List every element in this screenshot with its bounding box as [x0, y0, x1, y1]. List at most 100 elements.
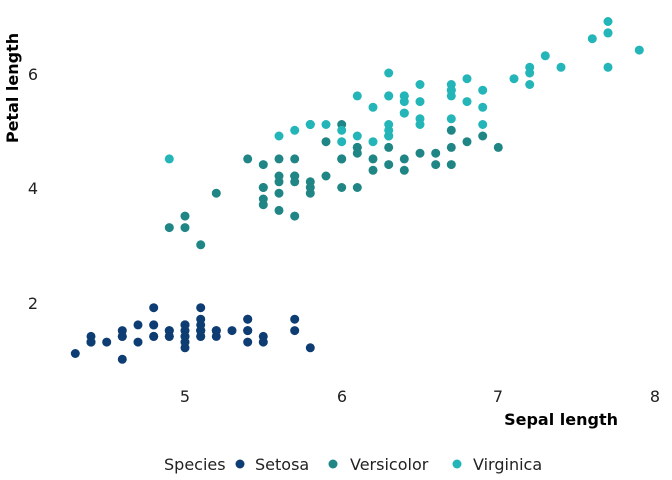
point-virginica	[337, 125, 347, 135]
point-setosa	[117, 331, 127, 341]
y-axis-title: Petal length	[3, 33, 22, 143]
point-virginica	[478, 102, 488, 112]
point-versicolor	[321, 137, 331, 147]
point-virginica	[352, 91, 362, 101]
point-virginica	[634, 45, 644, 55]
point-virginica	[384, 68, 394, 78]
point-versicolor	[196, 240, 206, 250]
point-versicolor	[431, 160, 441, 170]
point-virginica	[384, 91, 394, 101]
point-setosa	[102, 337, 112, 347]
y-tick-label: 4	[28, 179, 38, 198]
point-setosa	[243, 326, 253, 336]
point-versicolor	[274, 188, 284, 198]
x-tick-label: 6	[337, 387, 347, 406]
point-virginica	[274, 131, 284, 141]
x-tick-label: 8	[650, 387, 660, 406]
point-setosa	[196, 303, 206, 313]
legend-marker-virginica	[452, 459, 462, 469]
point-virginica	[164, 154, 174, 164]
point-virginica	[587, 34, 597, 44]
point-setosa	[164, 331, 174, 341]
point-versicolor	[180, 223, 190, 233]
point-versicolor	[337, 183, 347, 192]
point-versicolor	[180, 211, 190, 221]
point-versicolor	[211, 188, 221, 198]
point-virginica	[368, 102, 378, 112]
point-versicolor	[446, 142, 456, 152]
point-versicolor	[274, 205, 284, 215]
point-setosa	[290, 326, 300, 336]
point-versicolor	[337, 154, 347, 164]
point-setosa	[133, 320, 143, 330]
point-virginica	[462, 97, 472, 107]
x-axis-title: Sepal length	[504, 410, 618, 429]
point-virginica	[509, 74, 519, 84]
point-virginica	[321, 120, 331, 129]
point-versicolor	[368, 165, 378, 175]
point-setosa	[243, 314, 253, 324]
point-setosa	[133, 337, 143, 347]
point-virginica	[384, 125, 394, 135]
point-virginica	[478, 85, 488, 95]
point-versicolor	[258, 160, 268, 170]
point-virginica	[446, 85, 456, 95]
x-tick-label: 5	[180, 387, 190, 406]
point-virginica	[478, 120, 488, 129]
point-versicolor	[258, 200, 268, 210]
point-virginica	[446, 114, 456, 124]
x-tick-label: 7	[493, 387, 503, 406]
point-virginica	[525, 80, 535, 89]
point-setosa	[258, 337, 268, 347]
point-virginica	[352, 131, 362, 141]
plot-area	[70, 17, 644, 364]
legend-label-versicolor: Versicolor	[350, 455, 429, 474]
point-virginica	[556, 62, 566, 72]
point-versicolor	[274, 154, 284, 164]
point-setosa	[196, 320, 206, 330]
legend-marker-setosa	[235, 459, 245, 469]
point-setosa	[211, 326, 221, 336]
point-virginica	[603, 17, 613, 26]
point-versicolor	[493, 142, 503, 152]
point-versicolor	[164, 223, 174, 233]
point-setosa	[117, 354, 127, 364]
point-virginica	[399, 108, 409, 118]
point-virginica	[337, 137, 347, 147]
point-versicolor	[446, 160, 456, 170]
point-setosa	[227, 326, 237, 336]
point-versicolor	[399, 154, 409, 164]
point-setosa	[149, 320, 159, 330]
point-setosa	[243, 337, 253, 347]
point-versicolor	[384, 142, 394, 152]
point-versicolor	[274, 171, 284, 181]
point-versicolor	[478, 131, 488, 141]
point-virginica	[462, 74, 472, 84]
point-versicolor	[415, 148, 425, 158]
point-setosa	[70, 349, 80, 358]
point-versicolor	[290, 177, 300, 187]
point-virginica	[540, 51, 550, 61]
point-versicolor	[399, 165, 409, 175]
y-tick-label: 2	[28, 294, 38, 313]
point-versicolor	[352, 183, 362, 192]
legend-marker-versicolor	[328, 459, 338, 469]
point-versicolor	[462, 137, 472, 147]
legend-title: Species	[164, 455, 226, 474]
point-virginica	[603, 62, 613, 72]
point-setosa	[149, 331, 159, 341]
legend-label-setosa: Setosa	[255, 455, 309, 474]
point-setosa	[180, 331, 190, 341]
point-virginica	[415, 97, 425, 107]
point-versicolor	[305, 183, 315, 192]
point-virginica	[368, 137, 378, 147]
point-versicolor	[321, 171, 331, 181]
legend-label-virginica: Virginica	[473, 455, 542, 474]
point-virginica	[305, 120, 315, 129]
y-tick-label: 6	[28, 65, 38, 84]
point-versicolor	[446, 125, 456, 135]
point-virginica	[415, 80, 425, 89]
point-setosa	[86, 337, 96, 347]
point-versicolor	[290, 211, 300, 221]
point-virginica	[415, 114, 425, 124]
